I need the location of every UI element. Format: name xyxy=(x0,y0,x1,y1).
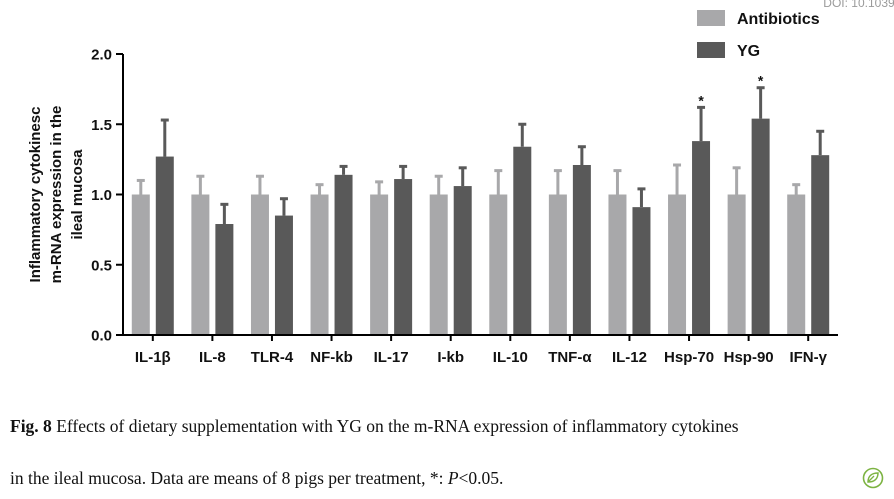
caption-line2-text: in the ileal mucosa. Data are means of 8… xyxy=(10,468,448,488)
bar-yg xyxy=(215,224,234,335)
leaf-icon xyxy=(862,467,884,489)
bar-yg xyxy=(453,186,472,335)
bar-yg xyxy=(811,155,830,335)
bar-yg xyxy=(274,215,293,335)
bar-antibiotics xyxy=(429,194,448,335)
x-tick-label: IL-1β xyxy=(135,349,171,366)
y-axis-title-line: Inflammatory cytokinesc xyxy=(27,107,44,283)
bar-yg xyxy=(572,164,591,335)
y-axis: 0.0 0.5 1.0 1.5 2.0 xyxy=(91,47,124,345)
bar-antibiotics xyxy=(370,194,389,335)
y-axis-title: Inflammatory cytokinesc m-RNA expression … xyxy=(27,106,86,284)
bar-antibiotics xyxy=(131,194,150,335)
bar-yg xyxy=(155,156,174,335)
legend: Antibiotics YG xyxy=(697,10,820,60)
x-tick-label: I-kb xyxy=(437,349,464,366)
x-tick-label: IL-10 xyxy=(493,349,528,366)
x-tick-label: TNF-α xyxy=(548,349,592,366)
bar-antibiotics xyxy=(668,194,687,335)
y-tick-label: 0.5 xyxy=(91,257,112,274)
caption-label: Fig. 8 xyxy=(10,416,52,436)
y-tick-label: 1.5 xyxy=(91,117,112,134)
bar-antibiotics xyxy=(310,194,329,335)
bar-yg xyxy=(751,118,770,335)
x-axis: IL-1β IL-8 TLR-4 NF-kb IL-17 I-kb IL-10 TNF-α IL… xyxy=(123,334,838,366)
bar-antibiotics xyxy=(608,194,627,335)
x-tick-label: IFN-γ xyxy=(789,349,827,366)
bar-yg xyxy=(394,179,413,335)
legend-swatch xyxy=(697,10,725,26)
x-tick-label: IL-8 xyxy=(199,349,226,366)
bars: ** xyxy=(131,73,830,335)
doi-fragment: DOI: 10.1039/ xyxy=(823,0,894,10)
bar-antibiotics xyxy=(191,194,210,335)
significance-marker: * xyxy=(698,92,704,108)
caption-line1: Effects of dietary supplementation with … xyxy=(51,416,739,436)
x-tick-label: Hsp-70 xyxy=(664,349,714,366)
bar-yg xyxy=(334,174,353,335)
bar-antibiotics xyxy=(548,194,567,335)
bar-antibiotics xyxy=(727,194,746,335)
bar-antibiotics xyxy=(787,194,806,335)
y-axis-title-line: m-RNA expression in the xyxy=(48,106,65,284)
y-axis-title-line: ileal mucosa xyxy=(69,149,86,240)
legend-label: Antibiotics xyxy=(737,11,820,28)
legend-label: YG xyxy=(737,43,760,60)
bar-antibiotics xyxy=(250,194,269,335)
caption-line2-threshold: <0.05. xyxy=(458,468,504,488)
bar-yg xyxy=(513,146,532,335)
x-tick-label: IL-12 xyxy=(612,349,647,366)
x-tick-label: IL-17 xyxy=(374,349,409,366)
x-tick-label: Hsp-90 xyxy=(724,349,774,366)
bar-chart: Antibiotics YG Inflammatory cytokinesc m-R… xyxy=(27,10,838,366)
y-tick-label: 2.0 xyxy=(91,47,112,64)
y-tick-label: 1.0 xyxy=(91,187,112,204)
bar-yg xyxy=(632,207,651,335)
bar-yg xyxy=(692,141,711,335)
y-tick-label: 0.0 xyxy=(91,328,112,345)
caption-p-value-symbol: P xyxy=(447,468,459,488)
x-tick-label: NF-kb xyxy=(310,349,353,366)
legend-swatch xyxy=(697,42,725,58)
x-tick-label: TLR-4 xyxy=(251,349,294,366)
bar-antibiotics xyxy=(489,194,508,335)
significance-marker: * xyxy=(758,73,764,89)
